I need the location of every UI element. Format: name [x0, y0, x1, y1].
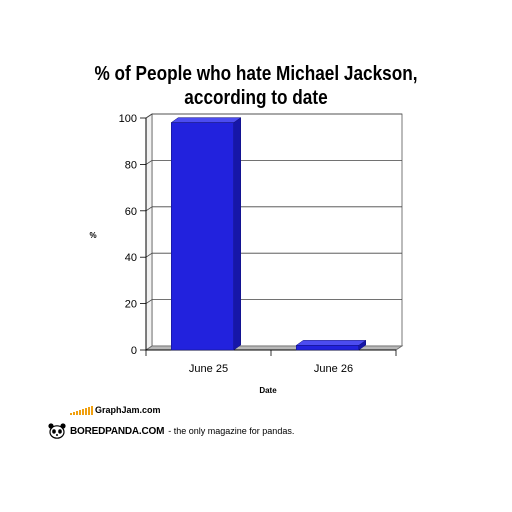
boredpanda-credit: BOREDPANDA.COM - the only magazine for p…: [48, 423, 294, 439]
y-tick-label: 80: [125, 159, 137, 171]
x-tick-label: June 26: [314, 363, 353, 375]
gridline-side: [145, 113, 153, 119]
y-tick-label: 60: [125, 206, 137, 218]
bar-front: [171, 122, 234, 351]
bar: [295, 339, 367, 351]
y-axis-label: %: [89, 231, 96, 240]
y-tick-label: 20: [125, 299, 137, 311]
gridline-side: [145, 252, 153, 258]
y-tick-label: 40: [125, 252, 137, 264]
y-tick-label: 100: [119, 113, 137, 125]
chart-title-line-2: according to date: [184, 87, 328, 109]
chart-title-line-1: % of People who hate Michael Jackson,: [94, 63, 418, 85]
panda-icon: [48, 423, 66, 439]
gridline-side: [145, 299, 153, 304]
boredpanda-text: BOREDPANDA.COM: [70, 425, 165, 437]
bar: [170, 117, 242, 351]
bar-top: [295, 340, 367, 346]
bar-top: [170, 117, 242, 123]
chart-title: % of People who hate Michael Jackson, ac…: [36, 62, 476, 110]
graphjam-logo-icon: [70, 406, 93, 415]
plot-left-wall: [145, 113, 153, 351]
x-axis-label: Date: [259, 386, 277, 395]
graphjam-text: GraphJam.com: [95, 405, 161, 415]
bar-layer: [170, 117, 367, 351]
graphjam-credit: GraphJam.com: [70, 405, 161, 415]
gridline-side: [145, 206, 153, 212]
boredpanda-tagline: - the only magazine for pandas.: [168, 426, 295, 436]
y-tick-label: 0: [131, 345, 137, 357]
bar-front: [296, 345, 359, 351]
x-tick-label: June 25: [189, 363, 228, 375]
bar-side: [233, 117, 241, 351]
gridline-side: [145, 160, 153, 165]
